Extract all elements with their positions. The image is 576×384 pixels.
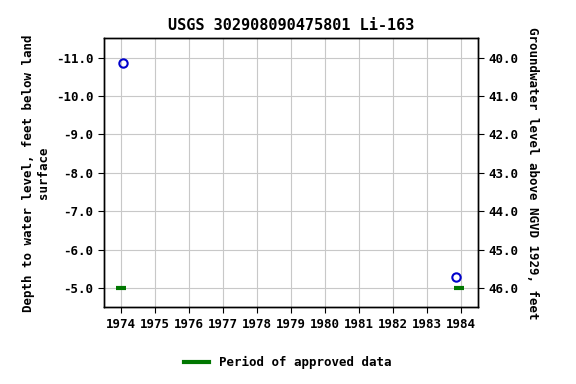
Y-axis label: Depth to water level, feet below land
surface: Depth to water level, feet below land su… — [22, 34, 50, 311]
Y-axis label: Groundwater level above NGVD 1929, feet: Groundwater level above NGVD 1929, feet — [526, 26, 539, 319]
Title: USGS 302908090475801 Li-163: USGS 302908090475801 Li-163 — [168, 18, 414, 33]
Legend: Period of approved data: Period of approved data — [179, 351, 397, 374]
